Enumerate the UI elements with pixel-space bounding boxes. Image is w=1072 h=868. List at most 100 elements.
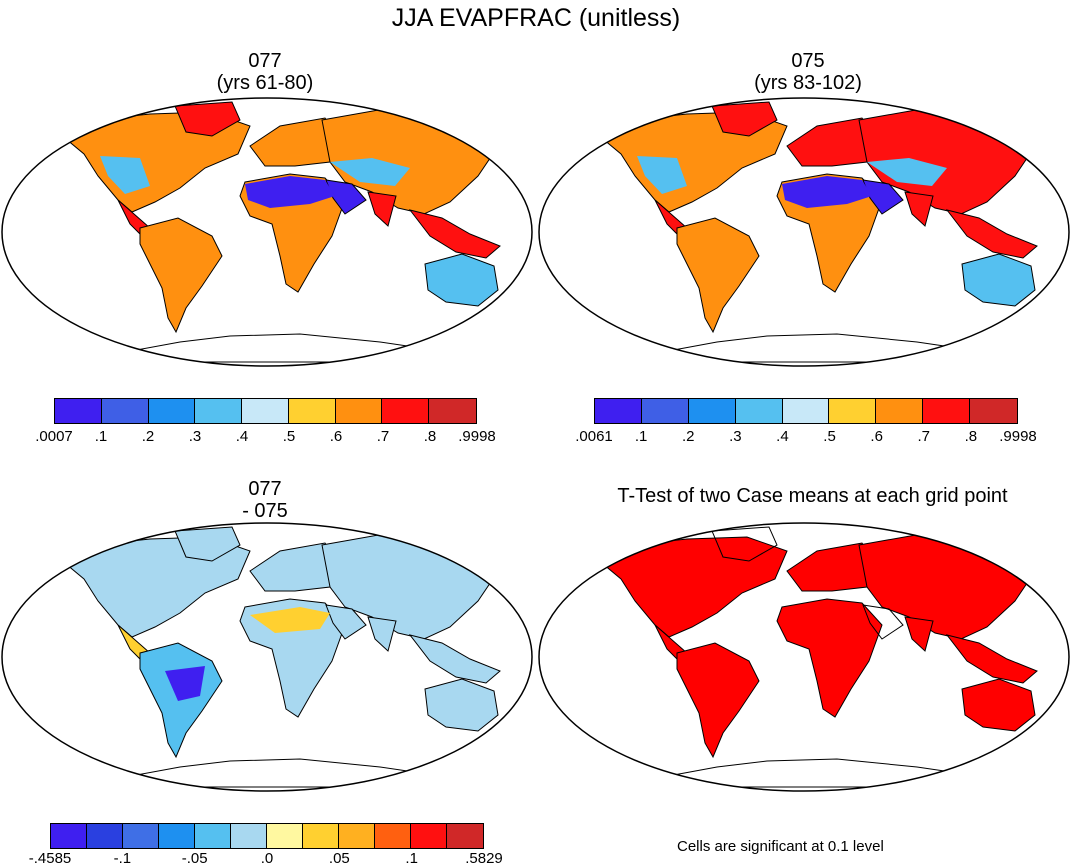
colorbar-tick-label: .8 — [964, 428, 978, 445]
colorbar-swatch — [86, 824, 123, 848]
colorbar-swatch — [288, 399, 336, 423]
panel-title-line1: 077 — [248, 478, 282, 500]
panel-title-top-right: 075 (yrs 83-102) — [683, 50, 933, 94]
colorbar-tick-label: .0061 — [575, 428, 613, 445]
colorbar-swatch — [829, 399, 877, 423]
panel-title-line1: 077 — [248, 50, 282, 72]
colorbar-tick-label: .4 — [235, 428, 249, 445]
colorbar-tick-label: -.05 — [181, 850, 208, 867]
colorbar-tick-label: .1 — [634, 428, 648, 445]
landmass-africa — [776, 598, 883, 718]
colorbar-swatch — [970, 399, 1017, 423]
landmass-india — [367, 616, 397, 652]
landmass-southAmerica — [676, 217, 760, 334]
colorbar-swatch — [410, 824, 447, 848]
colorbar-swatch — [194, 824, 231, 848]
landmass-northAmerica — [596, 111, 788, 213]
landmass-northAmerica — [596, 536, 788, 638]
sahara-region — [782, 176, 872, 208]
landmass-seasia — [945, 634, 1038, 684]
landmass-southAmerica — [676, 642, 760, 759]
landmass-asia — [858, 532, 1043, 640]
landmass-seasia — [945, 209, 1038, 259]
colorbar-swatch — [266, 824, 303, 848]
colorbar-tick-label: .3 — [729, 428, 742, 445]
map-top-left — [1, 97, 533, 367]
colorbar-swatch — [782, 399, 830, 423]
panel-title-line2: - 075 — [242, 500, 288, 522]
colorbar-tick-label: .2 — [141, 428, 155, 445]
colorbar-swatch — [158, 824, 195, 848]
central-asia-region — [330, 158, 410, 186]
central-asia-region — [867, 158, 947, 186]
colorbar-tick-label: .05 — [328, 850, 350, 867]
colorbar-tick-label: .5 — [282, 428, 296, 445]
significance-note: Cells are significant at 0.1 level — [677, 838, 884, 855]
colorbar-top-left — [54, 398, 477, 424]
landmass-seasia — [408, 209, 501, 259]
landmass-arabia — [325, 604, 367, 640]
colorbar-swatch — [688, 399, 736, 423]
panel-title-line2: (yrs 61-80) — [216, 72, 314, 94]
panel-title-bottom-right: T-Test of two Case means at each grid po… — [617, 485, 1008, 507]
colorbar-tick-label: .7 — [917, 428, 931, 445]
colorbar-swatch — [374, 824, 411, 848]
colorbar-swatch — [101, 399, 149, 423]
map-top-right — [538, 97, 1070, 367]
landmass-india — [367, 191, 397, 227]
colorbar-tick-label: .1 — [94, 428, 108, 445]
landmass-australia — [424, 678, 499, 732]
colorbar-tick-label: .4 — [776, 428, 789, 445]
panel-title-bottom-left: 077 - 075 — [140, 478, 390, 522]
landmass-greenland — [174, 101, 241, 137]
map-bottom-right — [538, 522, 1070, 792]
main-title: JJA EVAPFRAC (unitless) — [391, 4, 681, 32]
colorbar-swatch — [446, 824, 483, 848]
colorbar-swatch — [735, 399, 783, 423]
map-border — [1, 522, 533, 792]
landmass-antarctica — [651, 333, 986, 363]
map-bottom-left — [1, 522, 533, 792]
panel-title-line1: 075 — [791, 50, 825, 72]
colorbar-tick-label: .6 — [870, 428, 883, 445]
colorbar-tick-label: .5829 — [465, 850, 503, 867]
colorbar-tick-label: .1 — [405, 850, 418, 867]
colorbar-tick-label: .3 — [188, 428, 202, 445]
colorbar-tick-label: -.4585 — [28, 850, 72, 867]
colorbar-tick-label: .8 — [423, 428, 437, 445]
landmass-greenland — [711, 526, 778, 562]
colorbar-tick-label: .6 — [329, 428, 343, 445]
landmass-northAmerica — [59, 111, 251, 213]
landmass-india — [904, 191, 934, 227]
colorbar-swatch — [242, 399, 289, 423]
landmass-arabia — [862, 604, 904, 640]
landmass-southAmerica — [139, 217, 223, 334]
colorbar-swatch — [382, 399, 430, 423]
colorbar-labels-top-right: .0061 .1 .2 .3 .4 .5 .6 .7 .8 .9998 — [575, 428, 1037, 448]
colorbar-tick-label: .5 — [823, 428, 836, 445]
landmass-antarctica — [114, 333, 449, 363]
colorbar-tick-label: .0007 — [35, 428, 73, 445]
colorbar-labels-top-left: .0007 .1 .2 .3 .4 .5 .6 .7 .8 .9998 — [35, 428, 496, 448]
landmass-northAmerica — [59, 536, 251, 638]
map-border — [538, 97, 1070, 367]
landmass-australia — [961, 678, 1036, 732]
sahel-region — [250, 607, 330, 633]
landmass-greenland — [711, 101, 778, 137]
landmass-seasia — [408, 634, 501, 684]
colorbar-top-right — [594, 398, 1018, 424]
south-america-region — [165, 666, 205, 701]
colorbar-tick-label: .0 — [260, 850, 274, 867]
landmass-india — [904, 616, 934, 652]
colorbar-tick-label: .7 — [376, 428, 390, 445]
north-america-west-region — [100, 156, 150, 194]
colorbar-swatch — [641, 399, 689, 423]
colorbar-tick-label: .2 — [681, 428, 695, 445]
colorbar-swatch — [302, 824, 339, 848]
colorbar-tick-label: -.1 — [113, 850, 132, 867]
colorbar-swatch — [51, 824, 87, 848]
colorbar-swatch — [230, 824, 267, 848]
colorbar-swatch — [335, 399, 383, 423]
colorbar-swatch — [595, 399, 642, 423]
landmass-antarctica — [651, 758, 986, 788]
